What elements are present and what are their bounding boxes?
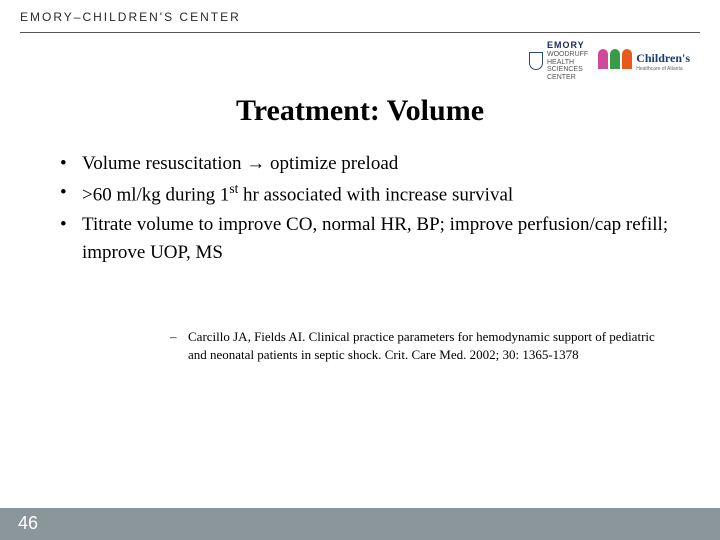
shield-icon xyxy=(529,52,543,70)
childrens-brand: Children's xyxy=(636,51,690,66)
arrow-icon: → xyxy=(246,153,265,174)
bullet-3-text: Titrate volume to improve CO, normal HR,… xyxy=(82,214,668,263)
emory-sub4: CENTER xyxy=(547,74,588,82)
footer-bar xyxy=(0,508,720,540)
kids-icon xyxy=(598,49,632,73)
citation-text: Carcillo JA, Fields AI. Clinical practic… xyxy=(170,328,660,363)
bullet-1: Volume resuscitation → optimize preload xyxy=(60,150,680,178)
emory-sub2: HEALTH xyxy=(547,59,588,67)
childrens-sub: Healthcare of Atlanta xyxy=(636,66,690,72)
header: EMORY–CHILDREN'S CENTER xyxy=(0,0,720,28)
citation-block: Carcillo JA, Fields AI. Clinical practic… xyxy=(0,268,720,363)
childrens-text: Children's Healthcare of Atlanta xyxy=(636,51,690,72)
emory-text: EMORY WOODRUFF HEALTH SCIENCES CENTER xyxy=(547,41,588,82)
emory-sub3: SCIENCES xyxy=(547,66,588,74)
slide-title: Treatment: Volume xyxy=(0,94,720,128)
childrens-logo: Children's Healthcare of Atlanta xyxy=(598,41,690,82)
bullet-1-pre: Volume resuscitation xyxy=(82,153,246,174)
org-name: EMORY–CHILDREN'S CENTER xyxy=(20,10,700,24)
bullet-2-sup: st xyxy=(229,181,238,196)
bullet-2-pre: >60 ml/kg during 1 xyxy=(82,185,229,206)
bullet-list: Volume resuscitation → optimize preload … xyxy=(0,150,720,267)
bullet-3: Titrate volume to improve CO, normal HR,… xyxy=(60,211,680,266)
bullet-2-post: hr associated with increase survival xyxy=(238,185,513,206)
page-number: 46 xyxy=(18,513,38,534)
emory-brand: EMORY xyxy=(547,41,588,51)
bullet-1-post: optimize preload xyxy=(265,153,398,174)
emory-sub1: WOODRUFF xyxy=(547,51,588,59)
bullet-2: >60 ml/kg during 1st hr associated with … xyxy=(60,179,680,209)
logo-row: EMORY WOODRUFF HEALTH SCIENCES CENTER Ch… xyxy=(0,33,720,88)
emory-logo: EMORY WOODRUFF HEALTH SCIENCES CENTER xyxy=(529,41,588,82)
